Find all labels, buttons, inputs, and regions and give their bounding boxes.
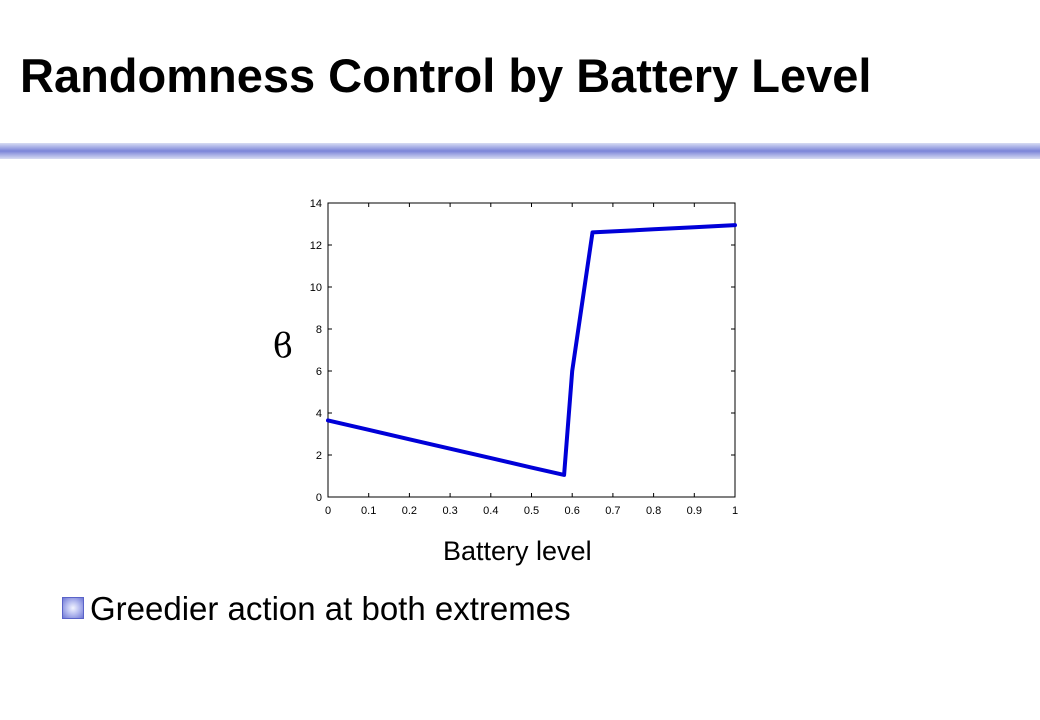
x-tick-label: 0.4 (483, 505, 498, 517)
x-tick-label: 0.1 (361, 505, 376, 517)
bullet-text: Greedier action at both extremes (90, 590, 571, 627)
plot-frame (327, 202, 736, 498)
x-tick-label: 0.7 (605, 505, 620, 517)
title-divider (0, 143, 1040, 159)
y-tick-label: 8 (316, 324, 322, 336)
x-tick-label: 0.3 (442, 505, 457, 517)
x-tick-label: 1 (732, 505, 738, 517)
x-tick-label: 0.2 (402, 505, 417, 517)
y-tick-label: 12 (310, 240, 322, 252)
bullet-item: Greedier action at both extremes (62, 590, 1040, 634)
x-tick-label: 0.8 (646, 505, 661, 517)
x-tick-label: 0.6 (565, 505, 580, 517)
y-axis-label: ϐ (273, 326, 293, 366)
x-tick-label: 0.5 (524, 505, 539, 517)
y-tick-label: 14 (310, 198, 322, 210)
bullet-square-icon (62, 597, 84, 619)
y-tick-label: 4 (316, 408, 322, 420)
series-line (326, 223, 737, 477)
x-axis-label: Battery level (443, 536, 592, 566)
y-tick-label: 0 (316, 492, 322, 504)
x-tick-label: 0 (325, 505, 331, 517)
slide-title: Randomness Control by Battery Level (20, 49, 872, 102)
y-tick-label: 10 (310, 282, 322, 294)
x-tick-label: 0.9 (687, 505, 702, 517)
y-tick-label: 6 (316, 366, 322, 378)
y-tick-label: 2 (316, 450, 322, 462)
